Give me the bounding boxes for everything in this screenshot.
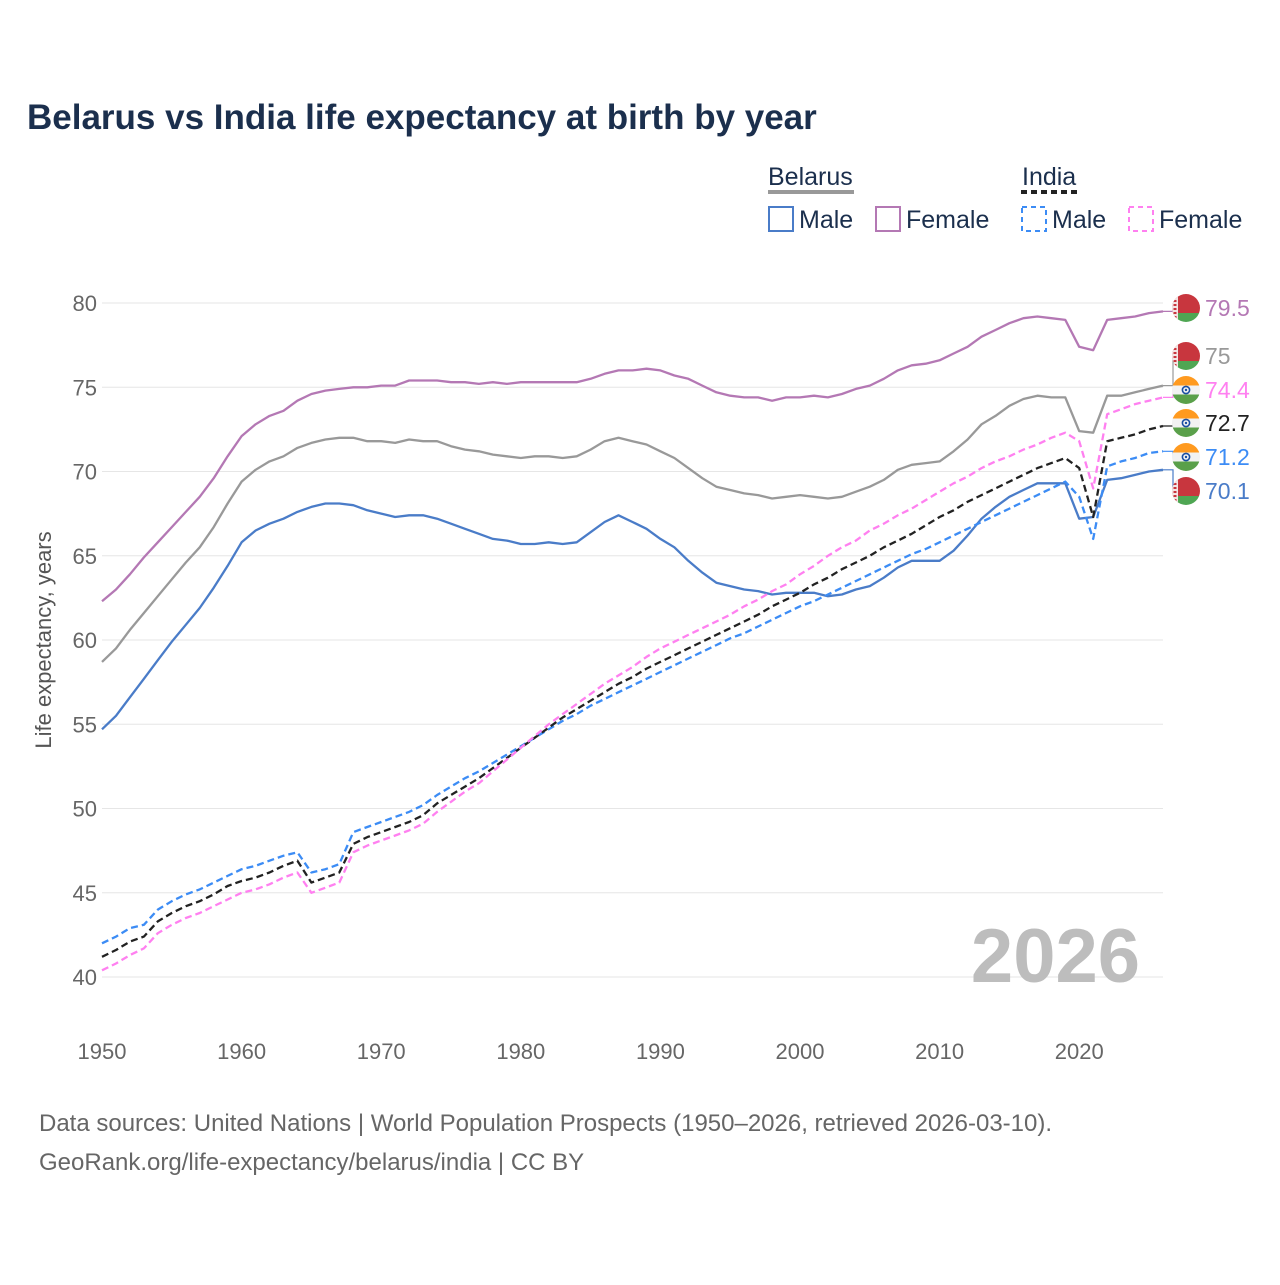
- india-flag-icon: [1172, 376, 1200, 404]
- gridlines: [102, 302, 1163, 978]
- series-lines: [101, 310, 1164, 972]
- legend-india-female-swatch: [1128, 206, 1154, 232]
- end-value-label: 70.1: [1205, 478, 1250, 504]
- legend-group-belarus: Belarus: [768, 163, 853, 191]
- end-value-label: 79.5: [1205, 295, 1250, 321]
- belarus-flag-icon: [1172, 342, 1200, 370]
- y-tick-label: 40: [73, 965, 97, 990]
- y-tick-label: 50: [73, 797, 97, 822]
- y-tick-label: 55: [73, 712, 97, 737]
- y-tick-label: 70: [73, 460, 97, 485]
- chart-title: Belarus vs India life expectancy at birt…: [27, 98, 817, 137]
- series-line-india-male: [101, 450, 1164, 945]
- y-tick-label: 75: [73, 375, 97, 400]
- legend-group-india: India: [1022, 163, 1076, 191]
- end-labels: 79.5 75 74.4 72.7 71.2 70.1: [1163, 294, 1250, 505]
- footer-link[interactable]: GeoRank.org/life-expectancy/belarus/indi…: [39, 1149, 584, 1176]
- y-tick-label: 80: [73, 291, 97, 316]
- legend-india-male: Male: [1052, 206, 1106, 234]
- legend-india-male-swatch: [1021, 206, 1047, 232]
- x-tick-label: 1980: [496, 1039, 545, 1064]
- legend-belarus-male: Male: [799, 206, 853, 234]
- legend-belarus-female-swatch: [875, 206, 901, 232]
- year-watermark: 2026: [971, 914, 1140, 999]
- x-axis-ticks: 1950 1960 1970 1980 1990 2000 2010 2020: [78, 1039, 1104, 1064]
- footer-source: Data sources: United Nations | World Pop…: [39, 1110, 1052, 1137]
- x-tick-label: 1950: [78, 1039, 127, 1064]
- x-tick-label: 1960: [217, 1039, 266, 1064]
- belarus-flag-icon: [1172, 294, 1200, 322]
- series-line-belarus-male: [101, 468, 1164, 731]
- y-tick-label: 45: [73, 881, 97, 906]
- y-axis-ticks: 40 45 50 55 60 65 70 75 80: [73, 291, 97, 990]
- legend-belarus-male-swatch: [768, 206, 794, 232]
- series-line-india-female: [101, 396, 1164, 972]
- legend-belarus-female: Female: [906, 206, 989, 234]
- legend: Belarus Male Female India Male Female: [768, 163, 1242, 234]
- y-axis-label: Life expectancy, years: [31, 531, 56, 748]
- india-flag-icon: [1172, 443, 1200, 471]
- end-value-label: 72.7: [1205, 410, 1250, 436]
- x-tick-label: 2000: [776, 1039, 825, 1064]
- end-value-label: 71.2: [1205, 444, 1250, 470]
- x-tick-label: 2020: [1055, 1039, 1104, 1064]
- legend-india-female: Female: [1159, 206, 1242, 234]
- series-line-belarus: [101, 384, 1164, 663]
- series-line-india: [101, 424, 1164, 958]
- series-line-belarus-female: [101, 310, 1164, 603]
- x-tick-label: 2010: [915, 1039, 964, 1064]
- end-value-label: 75: [1205, 343, 1231, 369]
- y-tick-label: 60: [73, 628, 97, 653]
- x-tick-label: 1970: [357, 1039, 406, 1064]
- end-value-label: 74.4: [1205, 377, 1250, 403]
- belarus-flag-icon: [1172, 477, 1200, 505]
- india-flag-icon: [1172, 409, 1200, 437]
- x-tick-label: 1990: [636, 1039, 685, 1064]
- y-tick-label: 65: [73, 544, 97, 569]
